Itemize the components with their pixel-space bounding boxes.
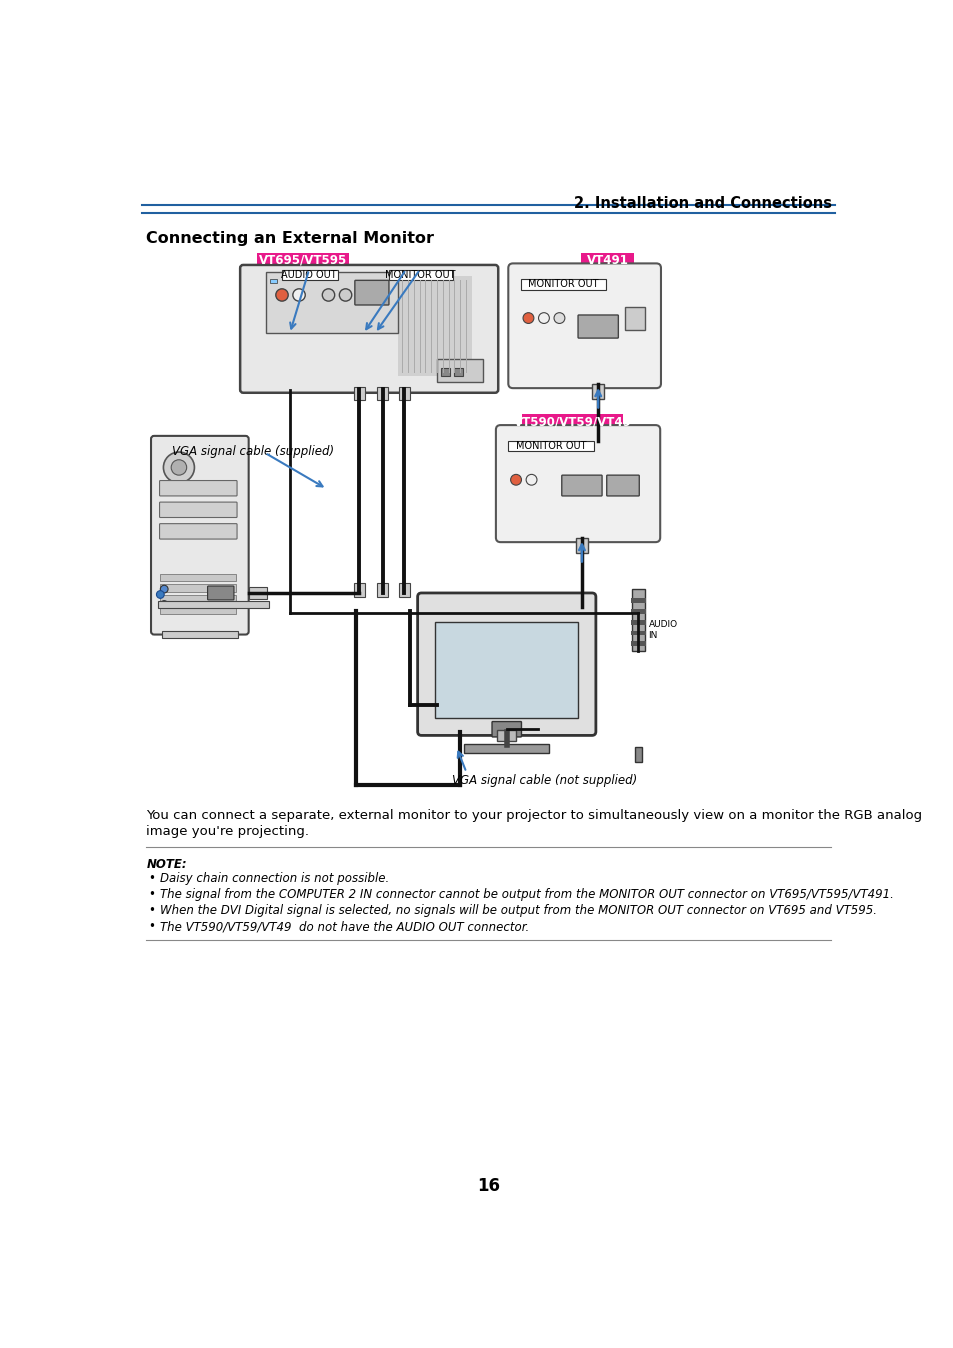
Circle shape — [293, 288, 305, 301]
Circle shape — [322, 288, 335, 301]
FancyBboxPatch shape — [508, 263, 660, 388]
Bar — [580, 252, 633, 268]
Bar — [398, 582, 410, 597]
FancyBboxPatch shape — [496, 425, 659, 542]
Bar — [377, 387, 388, 400]
Circle shape — [160, 601, 168, 608]
Text: AUDIO
IN: AUDIO IN — [648, 620, 677, 639]
Text: •: • — [149, 905, 155, 917]
Bar — [354, 387, 365, 400]
FancyBboxPatch shape — [240, 266, 497, 392]
Bar — [397, 276, 472, 376]
Text: MONITOR OUT: MONITOR OUT — [528, 279, 598, 290]
Bar — [436, 359, 483, 381]
Text: You can connect a separate, external monitor to your projector to simultaneously: You can connect a separate, external mon… — [146, 809, 922, 821]
FancyBboxPatch shape — [159, 523, 236, 539]
Bar — [630, 642, 645, 646]
Bar — [266, 272, 397, 333]
Circle shape — [171, 460, 187, 474]
Text: MONITOR OUT: MONITOR OUT — [384, 270, 455, 280]
Bar — [624, 306, 644, 330]
Bar — [160, 596, 236, 603]
Text: AUDIO OUT: AUDIO OUT — [281, 270, 336, 280]
Circle shape — [554, 313, 564, 324]
FancyBboxPatch shape — [159, 501, 236, 518]
Bar — [575, 538, 587, 553]
Text: VGA signal cable (not supplied): VGA signal cable (not supplied) — [452, 774, 638, 787]
Bar — [630, 620, 645, 624]
Bar — [632, 589, 644, 651]
Bar — [454, 368, 463, 376]
Circle shape — [510, 474, 521, 485]
FancyBboxPatch shape — [355, 280, 389, 305]
Circle shape — [525, 474, 537, 485]
Bar — [354, 582, 365, 597]
Bar — [521, 414, 622, 430]
Text: NOTE:: NOTE: — [146, 857, 187, 871]
Text: The signal from the COMPUTER 2 IN connector cannot be output from the MONITOR OU: The signal from the COMPUTER 2 IN connec… — [159, 888, 893, 900]
FancyBboxPatch shape — [578, 315, 618, 338]
Circle shape — [275, 288, 288, 301]
Bar — [389, 270, 452, 280]
Bar — [160, 574, 236, 581]
Bar — [162, 631, 237, 638]
Circle shape — [156, 590, 164, 599]
Bar — [630, 599, 645, 603]
Bar — [440, 368, 450, 376]
Text: 16: 16 — [476, 1177, 500, 1194]
Bar — [160, 607, 236, 613]
Text: image you're projecting.: image you're projecting. — [146, 825, 309, 838]
Text: 2. Installation and Connections: 2. Installation and Connections — [574, 195, 831, 210]
FancyBboxPatch shape — [492, 721, 521, 737]
Text: VGA signal cable (supplied): VGA signal cable (supplied) — [172, 445, 334, 458]
Text: VT590/VT59/VT49: VT590/VT59/VT49 — [513, 415, 631, 429]
Bar — [592, 384, 604, 399]
Bar — [158, 601, 269, 608]
Bar — [435, 623, 578, 717]
Text: VT695/VT595: VT695/VT595 — [258, 253, 347, 267]
Text: VT491: VT491 — [586, 253, 628, 267]
Bar — [377, 582, 388, 597]
Text: •: • — [149, 888, 155, 900]
FancyBboxPatch shape — [208, 586, 233, 600]
Bar — [630, 631, 645, 635]
Text: Connecting an External Monitor: Connecting an External Monitor — [146, 231, 434, 247]
Text: •: • — [149, 921, 155, 933]
Circle shape — [163, 452, 194, 483]
Text: Daisy chain connection is not possible.: Daisy chain connection is not possible. — [159, 872, 389, 884]
Bar — [630, 609, 645, 613]
Bar — [464, 744, 549, 754]
Circle shape — [522, 313, 534, 324]
FancyBboxPatch shape — [561, 474, 601, 496]
Bar — [249, 586, 266, 599]
Circle shape — [160, 585, 168, 593]
FancyBboxPatch shape — [151, 435, 249, 635]
Circle shape — [339, 288, 352, 301]
FancyBboxPatch shape — [417, 593, 596, 736]
FancyBboxPatch shape — [159, 480, 236, 496]
Bar — [160, 585, 236, 592]
Bar — [257, 252, 348, 268]
Bar — [497, 731, 516, 741]
Bar — [520, 279, 605, 290]
Circle shape — [537, 313, 549, 324]
Bar — [270, 279, 276, 283]
Text: The VT590/VT59/VT49  do not have the AUDIO OUT connector.: The VT590/VT59/VT49 do not have the AUDI… — [159, 921, 528, 933]
Text: When the DVI Digital signal is selected, no signals will be output from the MONI: When the DVI Digital signal is selected,… — [159, 905, 876, 917]
Bar — [398, 387, 410, 400]
FancyBboxPatch shape — [606, 474, 639, 496]
Text: MONITOR OUT: MONITOR OUT — [516, 441, 585, 450]
Bar — [634, 747, 641, 763]
Bar — [508, 441, 593, 452]
Text: •: • — [149, 872, 155, 884]
Bar — [282, 270, 337, 280]
